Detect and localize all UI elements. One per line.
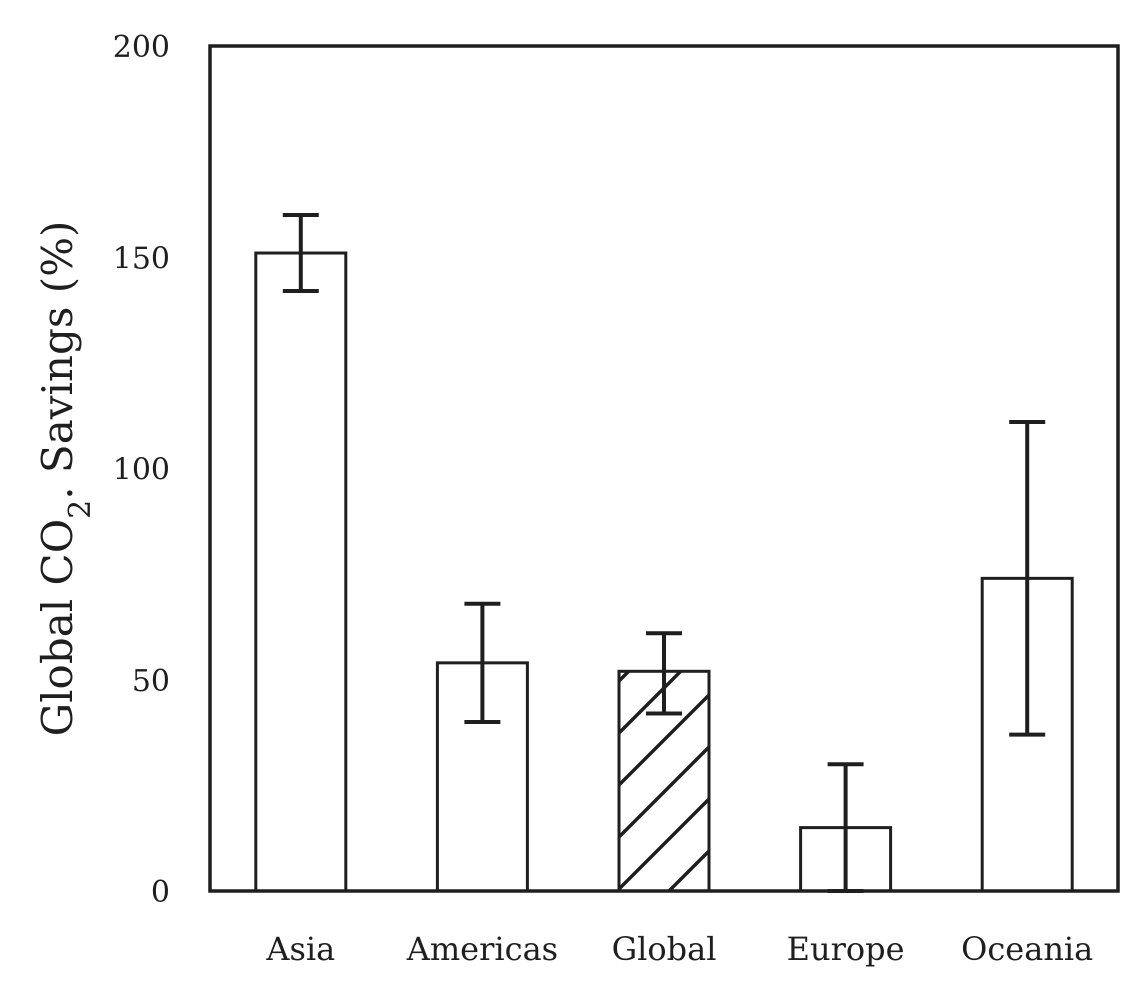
y-tick-label-200: 200 — [113, 30, 170, 65]
y-axis-ticks: 0 50 100 150 200 — [113, 30, 170, 910]
y-tick-label-0: 0 — [151, 875, 170, 910]
bars-layer — [254, 251, 1074, 893]
plot-area-frame — [208, 44, 1120, 893]
error-bar-global — [646, 631, 682, 716]
x-tick-label-global: Global — [612, 930, 717, 968]
x-tick-label-americas: Americas — [406, 930, 558, 968]
bar-asia — [254, 251, 348, 893]
y-axis-title-suffix: . Savings (%) — [33, 221, 82, 500]
x-axis-labels: Asia Americas Global Europe Oceania — [265, 930, 1093, 968]
x-tick-label-europe: Europe — [787, 930, 905, 968]
x-tick-label-oceania: Oceania — [961, 930, 1093, 968]
y-axis-title: Global CO2. Savings (%) — [33, 221, 98, 737]
y-tick-label-100: 100 — [113, 453, 170, 488]
y-tick-label-50: 50 — [132, 664, 170, 699]
y-axis-title-main: Global CO — [33, 519, 82, 737]
error-bar-oceania — [1009, 420, 1046, 737]
y-tick-label-150: 150 — [113, 241, 170, 276]
error-bar-asia — [282, 213, 319, 294]
y-axis-title-subscript: 2 — [63, 500, 98, 519]
x-tick-label-asia: Asia — [265, 930, 335, 968]
error-bar-americas — [464, 601, 501, 724]
